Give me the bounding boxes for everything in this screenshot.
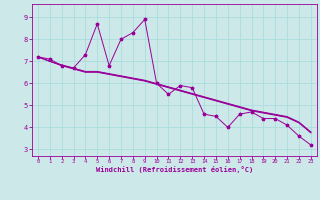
X-axis label: Windchill (Refroidissement éolien,°C): Windchill (Refroidissement éolien,°C) (96, 166, 253, 173)
